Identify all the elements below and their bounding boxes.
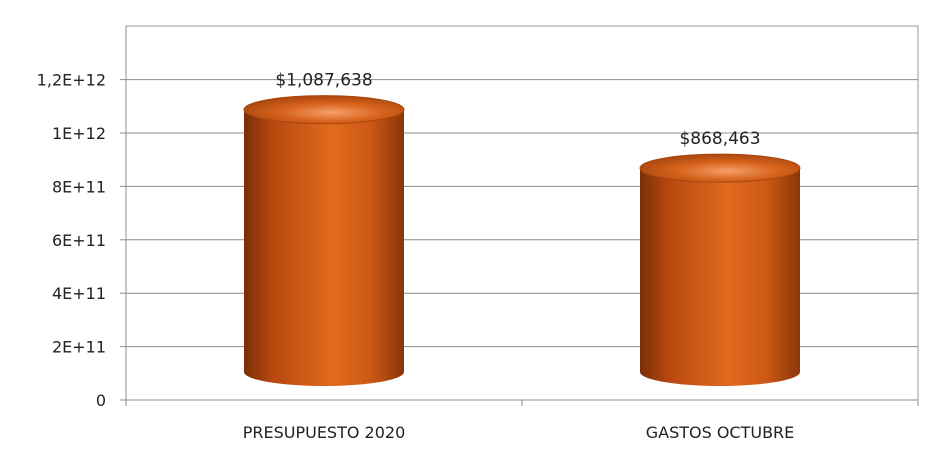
x-axis: PRESUPUESTO 2020 GASTOS OCTUBRE <box>125 399 919 442</box>
bar-top <box>639 153 801 183</box>
bar-body <box>640 168 800 386</box>
bar <box>243 95 405 387</box>
y-tick-label: 1,2E+12 <box>37 71 106 90</box>
y-tick-label: 2E+11 <box>52 338 106 357</box>
y-tick-label: 6E+11 <box>52 231 106 250</box>
data-label: $868,463 <box>679 129 760 149</box>
data-labels: $1,087,638 $868,463 <box>275 71 760 150</box>
y-tick-label: 8E+11 <box>52 177 106 196</box>
bars <box>243 95 801 387</box>
bar-body <box>244 109 404 387</box>
data-label: $1,087,638 <box>275 71 372 91</box>
y-axis: 0 2E+11 4E+11 6E+11 8E+11 1E+12 1,2E+12 <box>37 26 127 410</box>
y-tick-label: 4E+11 <box>52 284 106 303</box>
y-tick-label: 0 <box>96 391 106 410</box>
bar <box>639 153 801 386</box>
x-tick-label: GASTOS OCTUBRE <box>646 423 795 442</box>
x-tick-label: PRESUPUESTO 2020 <box>243 423 406 442</box>
bar-top <box>243 95 405 125</box>
y-tick-label: 1E+12 <box>52 124 106 143</box>
